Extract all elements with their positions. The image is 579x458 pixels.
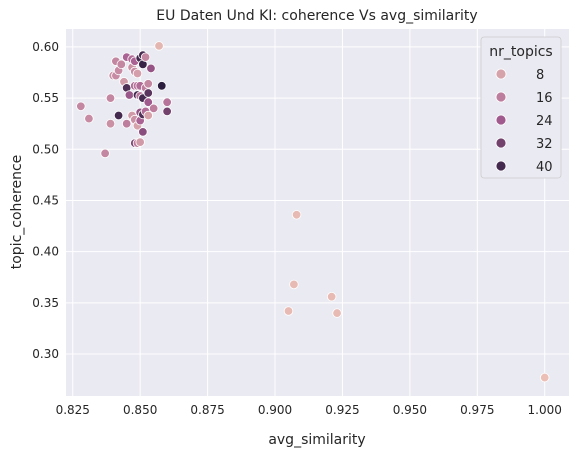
scatter-point bbox=[162, 97, 172, 107]
x-tick-label: 0.875 bbox=[190, 403, 224, 417]
chart-title: EU Daten Und KI: coherence Vs avg_simila… bbox=[156, 8, 477, 24]
scatter-point bbox=[289, 279, 299, 290]
scatter-point bbox=[291, 210, 302, 220]
legend-marker bbox=[495, 114, 507, 126]
scatter-point bbox=[143, 79, 153, 89]
scatter-point bbox=[154, 41, 164, 51]
scatter-point bbox=[132, 68, 143, 79]
x-tick-label: 1.000 bbox=[528, 403, 562, 417]
scatter-point bbox=[326, 292, 337, 302]
y-tick-label: 0.60 bbox=[32, 40, 59, 54]
x-tick-label: 0.925 bbox=[325, 403, 359, 417]
scatter-point bbox=[135, 137, 145, 147]
x-tick-label: 0.900 bbox=[258, 403, 292, 417]
scatter-point bbox=[113, 110, 124, 121]
legend-title: nr_topics bbox=[489, 44, 552, 60]
x-tick-label: 0.825 bbox=[56, 403, 90, 417]
scatter-point bbox=[140, 52, 151, 62]
legend-entries: 8 16 24 32 40 bbox=[495, 68, 553, 175]
y-tick-label: 0.50 bbox=[32, 142, 59, 156]
scatter-point bbox=[146, 63, 156, 74]
legend-label: 32 bbox=[536, 137, 553, 152]
x-tick-label: 0.950 bbox=[393, 403, 427, 417]
scatter-point bbox=[76, 101, 86, 111]
y-tick-label: 0.30 bbox=[32, 347, 59, 361]
x-tick-label: 0.975 bbox=[460, 403, 494, 417]
scatter-point bbox=[124, 90, 135, 100]
scatter-point bbox=[84, 113, 94, 124]
y-tick-label: 0.40 bbox=[32, 245, 59, 259]
y-tick-label: 0.45 bbox=[32, 193, 59, 207]
legend-marker bbox=[495, 137, 507, 149]
scatter-point bbox=[100, 148, 110, 159]
scatter-point bbox=[148, 103, 159, 114]
y-axis-label: topic_coherence bbox=[9, 155, 25, 270]
y-tick-labels: 0.30 0.35 0.40 0.45 0.50 0.55 0.60 bbox=[32, 40, 59, 361]
scatter-point bbox=[138, 127, 148, 137]
scatter-point bbox=[121, 118, 132, 129]
scatter-point bbox=[105, 118, 116, 129]
x-tick-labels: 0.825 0.850 0.875 0.900 0.925 0.950 0.975 1.000 bbox=[56, 403, 562, 417]
x-tick-label: 0.850 bbox=[123, 403, 157, 417]
legend-label: 24 bbox=[536, 114, 553, 129]
scatter-point bbox=[157, 81, 167, 91]
legend-label: 8 bbox=[536, 68, 544, 83]
scatter-point bbox=[162, 106, 172, 117]
x-axis-label: avg_similarity bbox=[268, 432, 365, 448]
scatter-point bbox=[332, 308, 342, 318]
scatter-point bbox=[143, 97, 153, 107]
legend-marker bbox=[495, 68, 507, 80]
scatter-point bbox=[143, 110, 153, 121]
scatter-point bbox=[116, 59, 126, 70]
legend-label: 16 bbox=[536, 91, 553, 106]
legend-marker bbox=[495, 91, 507, 103]
scatter-point bbox=[143, 88, 153, 98]
legend: nr_topics 8 16 24 32 40 bbox=[480, 36, 562, 179]
scatter-point bbox=[283, 306, 294, 316]
legend-marker bbox=[495, 160, 507, 172]
data-points bbox=[76, 41, 550, 383]
y-tick-label: 0.55 bbox=[32, 91, 59, 105]
y-tick-label: 0.35 bbox=[32, 296, 59, 310]
legend-label: 40 bbox=[536, 160, 553, 175]
scatter-point bbox=[540, 372, 550, 383]
scatter-point bbox=[105, 93, 116, 103]
